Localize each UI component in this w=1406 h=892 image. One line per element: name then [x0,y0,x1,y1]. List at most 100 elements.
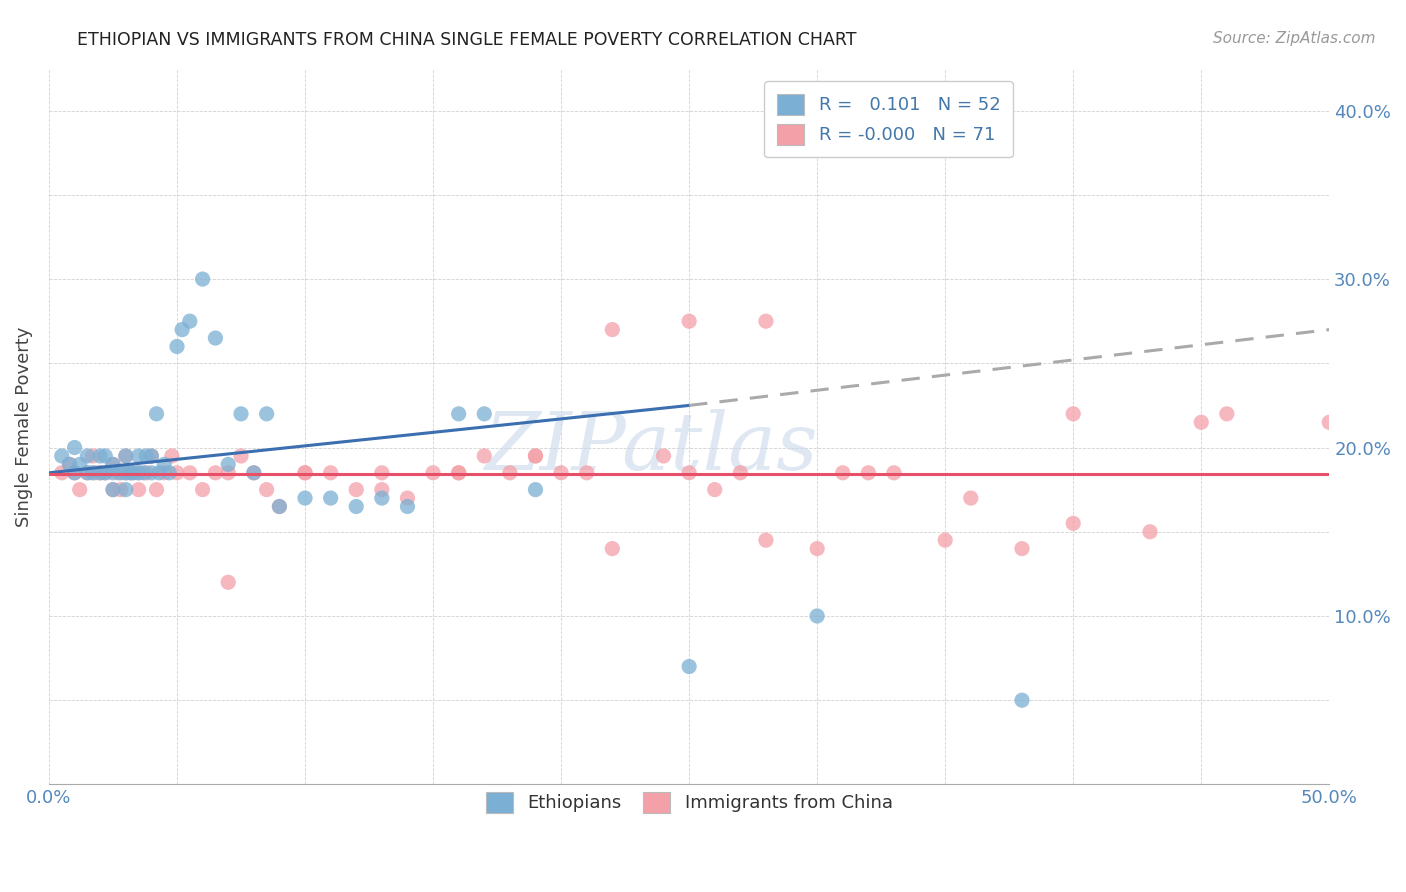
Point [58,458,80,472]
Point [82,449,104,463]
Point [524,449,547,463]
Point [69,483,91,497]
Point [132,466,155,480]
Point [806,609,828,624]
Point [114,466,136,480]
Point [110,483,132,497]
Point [256,407,278,421]
Point [153,466,176,480]
Point [135,466,157,480]
Point [128,466,150,480]
Point [135,449,157,463]
Point [858,466,880,480]
Point [1062,407,1084,421]
Point [160,449,183,463]
Point [148,466,170,480]
Point [269,500,291,514]
Point [396,491,419,505]
Point [179,466,201,480]
Point [883,466,905,480]
Point [678,314,700,328]
Text: ZIPatlas: ZIPatlas [484,409,817,487]
Point [51,466,73,480]
Point [166,466,188,480]
Point [179,314,201,328]
Point [472,449,495,463]
Y-axis label: Single Female Poverty: Single Female Poverty [15,326,32,526]
Point [166,339,188,353]
Point [114,449,136,463]
Text: ETHIOPIAN VS IMMIGRANTS FROM CHINA SINGLE FEMALE POVERTY CORRELATION CHART: ETHIOPIAN VS IMMIGRANTS FROM CHINA SINGL… [77,31,856,49]
Point [101,483,124,497]
Point [51,449,73,463]
Point [128,449,150,463]
Point [153,458,176,472]
Point [217,575,239,590]
Point [145,407,167,421]
Point [1189,415,1212,429]
Point [110,466,132,480]
Point [229,449,252,463]
Point [499,466,522,480]
Point [1216,407,1239,421]
Point [94,466,117,480]
Point [94,466,117,480]
Point [1317,415,1340,429]
Point [128,483,150,497]
Point [101,466,124,480]
Point [76,466,98,480]
Point [371,466,394,480]
Point [730,466,752,480]
Point [678,659,700,673]
Point [217,466,239,480]
Point [204,466,226,480]
Point [550,466,572,480]
Point [806,541,828,556]
Point [114,449,136,463]
Text: Source: ZipAtlas.com: Source: ZipAtlas.com [1212,31,1375,46]
Point [217,458,239,472]
Point [76,466,98,480]
Point [191,483,214,497]
Point [69,458,91,472]
Point [243,466,266,480]
Point [396,500,419,514]
Point [1062,516,1084,531]
Point [101,458,124,472]
Point [472,407,495,421]
Point [1139,524,1161,539]
Point [157,466,180,480]
Point [63,466,86,480]
Point [319,491,342,505]
Point [63,466,86,480]
Point [243,466,266,480]
Point [703,483,725,497]
Point [447,407,470,421]
Point [755,314,778,328]
Point [447,466,470,480]
Legend: Ethiopians, Immigrants from China: Ethiopians, Immigrants from China [472,780,905,825]
Point [371,491,394,505]
Point [1011,541,1033,556]
Point [934,533,956,548]
Point [269,500,291,514]
Point [319,466,342,480]
Point [344,483,367,497]
Point [89,449,111,463]
Point [145,483,167,497]
Point [344,500,367,514]
Point [294,466,316,480]
Point [294,491,316,505]
Point [120,466,142,480]
Point [89,466,111,480]
Point [114,483,136,497]
Point [1011,693,1033,707]
Point [84,466,107,480]
Point [141,466,163,480]
Point [128,466,150,480]
Point [89,466,111,480]
Point [172,323,194,337]
Point [107,466,129,480]
Point [229,407,252,421]
Point [524,483,547,497]
